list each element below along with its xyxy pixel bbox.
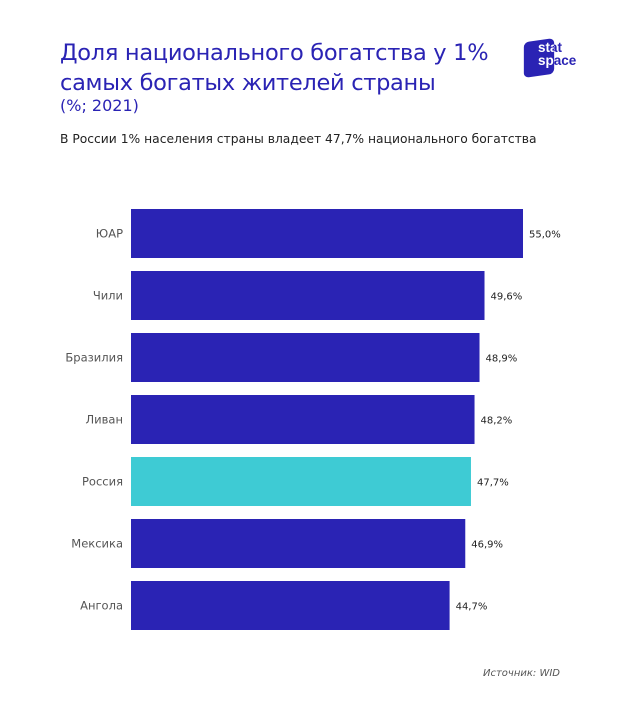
bar-4 bbox=[131, 457, 471, 506]
source-note: Источник: WID bbox=[483, 668, 560, 679]
category-label: Ангола bbox=[80, 599, 123, 613]
category-label: ЮАР bbox=[96, 227, 123, 241]
category-label: Россия bbox=[82, 475, 123, 489]
category-label: Бразилия bbox=[65, 351, 123, 365]
logo-text: stat space bbox=[538, 40, 577, 68]
value-label: 44,7% bbox=[456, 602, 488, 613]
value-label: 49,6% bbox=[491, 292, 523, 303]
bar-0 bbox=[131, 209, 523, 258]
category-label: Чили bbox=[93, 289, 123, 303]
logo-word-space: space bbox=[538, 53, 577, 68]
value-label: 47,7% bbox=[477, 478, 509, 489]
value-label: 55,0% bbox=[529, 230, 561, 241]
logo-word-stat: stat bbox=[538, 40, 563, 55]
value-label: 48,2% bbox=[481, 416, 513, 427]
logo-word-stat-overlay: stat bbox=[554, 41, 576, 54]
value-label: 48,9% bbox=[486, 354, 518, 365]
bar-6 bbox=[131, 581, 450, 630]
bar-1 bbox=[131, 271, 485, 320]
category-label: Мексика bbox=[71, 537, 123, 551]
chart-subtitle: В России 1% населения страны владеет 47,… bbox=[60, 132, 537, 146]
bar-3 bbox=[131, 395, 475, 444]
statspace-logo: stat space stat space bbox=[522, 36, 598, 80]
value-label: 46,9% bbox=[471, 540, 503, 551]
bar-2 bbox=[131, 333, 480, 382]
chart-title: Доля национального богатства у 1% самых … bbox=[60, 40, 489, 96]
logo-word-space-overlay: space bbox=[538, 53, 577, 68]
bar-5 bbox=[131, 519, 466, 568]
chart-unit: (%; 2021) bbox=[60, 96, 139, 115]
category-label: Ливан bbox=[86, 413, 123, 427]
logo-text-overlay: stat space bbox=[538, 41, 577, 68]
